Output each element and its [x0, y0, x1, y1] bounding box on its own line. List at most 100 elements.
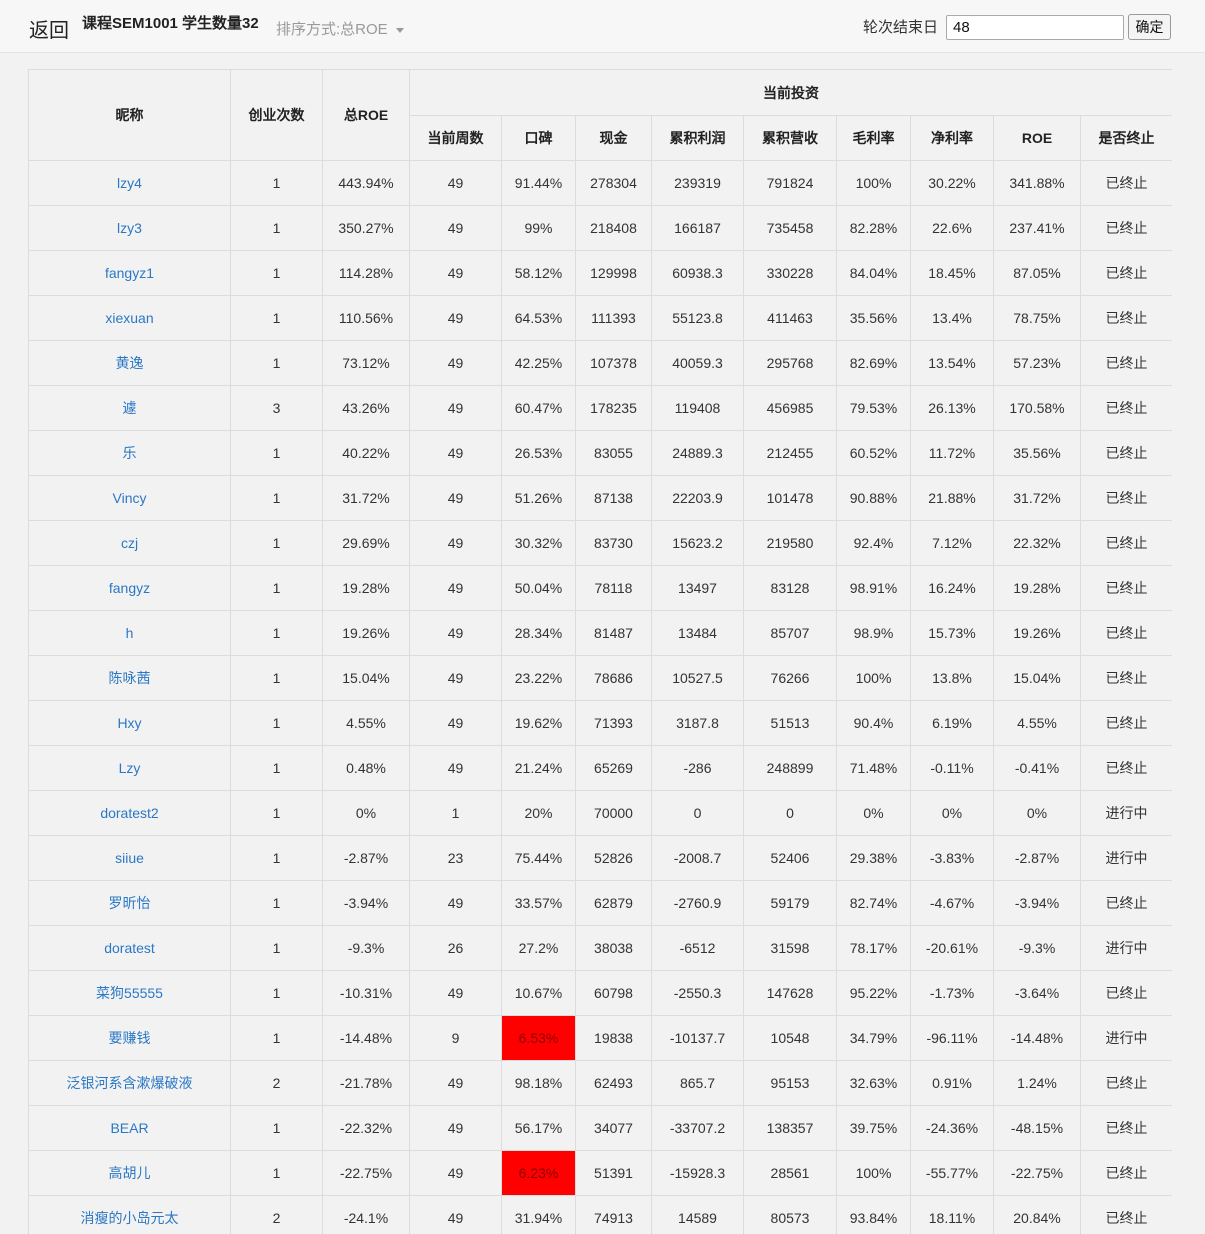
- table-row: Vincy 1 31.72% 49 51.26% 87138 22203.9 101478 90…: [28, 475, 1172, 521]
- table-row: 泛银河系含漱爆破液 2 -21.78% 49 98.18% 62493 865.7 95153…: [28, 1060, 1172, 1106]
- nickname-link[interactable]: siiue: [28, 835, 231, 881]
- roe-cell: 0%: [993, 790, 1081, 836]
- status-cell: 已终止: [1079, 1105, 1172, 1151]
- col-header-ventures: 创业次数: [230, 69, 323, 161]
- col-header-cash: 现金: [575, 115, 652, 161]
- gross-margin-cell: 100%: [836, 1150, 911, 1196]
- status-cell: 已终止: [1079, 970, 1172, 1016]
- revenue-cell: 85707: [743, 610, 837, 656]
- sort-dropdown[interactable]: 排序方式:总ROE: [276, 18, 404, 39]
- ventures-cell: 1: [230, 250, 323, 296]
- nickname-link[interactable]: lzy3: [28, 205, 231, 251]
- cash-cell: 71393: [575, 700, 652, 746]
- reputation-cell: 19.62%: [501, 700, 576, 746]
- total-roe-cell: -21.78%: [322, 1060, 410, 1106]
- net-margin-cell: -96.11%: [910, 1015, 994, 1061]
- ventures-cell: 2: [230, 1060, 323, 1106]
- ventures-cell: 1: [230, 925, 323, 971]
- total-roe-cell: 43.26%: [322, 385, 410, 431]
- revenue-cell: 138357: [743, 1105, 837, 1151]
- gross-margin-cell: 90.4%: [836, 700, 911, 746]
- total-roe-cell: -10.31%: [322, 970, 410, 1016]
- roe-cell: -2.87%: [993, 835, 1081, 881]
- cash-cell: 218408: [575, 205, 652, 251]
- col-header-nickname: 昵称: [28, 69, 231, 161]
- confirm-button[interactable]: 确定: [1128, 14, 1171, 40]
- reputation-cell: 30.32%: [501, 520, 576, 566]
- gross-margin-cell: 82.74%: [836, 880, 911, 926]
- week-cell: 26: [409, 925, 502, 971]
- nickname-link[interactable]: fangyz: [28, 565, 231, 611]
- total-roe-cell: 19.26%: [322, 610, 410, 656]
- status-cell: 已终止: [1079, 700, 1172, 746]
- nickname-link[interactable]: fangyz1: [28, 250, 231, 296]
- roe-cell: -22.75%: [993, 1150, 1081, 1196]
- reputation-cell: 31.94%: [501, 1195, 576, 1234]
- revenue-cell: 248899: [743, 745, 837, 791]
- roe-cell: -48.15%: [993, 1105, 1081, 1151]
- roe-cell: 22.32%: [993, 520, 1081, 566]
- nickname-link[interactable]: 菜狗55555: [28, 970, 231, 1016]
- net-margin-cell: -4.67%: [910, 880, 994, 926]
- profit-cell: 239319: [651, 160, 744, 206]
- nickname-link[interactable]: Lzy: [28, 745, 231, 791]
- cash-cell: 83730: [575, 520, 652, 566]
- status-cell: 已终止: [1079, 1060, 1172, 1106]
- nickname-link[interactable]: 罗昕怡: [28, 880, 231, 926]
- profit-cell: 119408: [651, 385, 744, 431]
- table-row: 高胡儿 1 -22.75% 49 6.23% 51391 -15928.3 28561 100%…: [28, 1150, 1172, 1196]
- nickname-link[interactable]: Vincy: [28, 475, 231, 521]
- roe-cell: 31.72%: [993, 475, 1081, 521]
- nickname-link[interactable]: 陈咏茜: [28, 655, 231, 701]
- nickname-link[interactable]: doratest: [28, 925, 231, 971]
- nickname-link[interactable]: 泛银河系含漱爆破液: [28, 1060, 231, 1106]
- nickname-link[interactable]: czj: [28, 520, 231, 566]
- reputation-cell: 27.2%: [501, 925, 576, 971]
- status-cell: 已终止: [1079, 655, 1172, 701]
- nickname-link[interactable]: lzy4: [28, 160, 231, 206]
- nickname-link[interactable]: 高胡儿: [28, 1150, 231, 1196]
- gross-margin-cell: 60.52%: [836, 430, 911, 476]
- nickname-link[interactable]: xiexuan: [28, 295, 231, 341]
- roe-cell: 237.41%: [993, 205, 1081, 251]
- ventures-cell: 1: [230, 1105, 323, 1151]
- profit-cell: 14589: [651, 1195, 744, 1234]
- gross-margin-cell: 100%: [836, 655, 911, 701]
- revenue-cell: 51513: [743, 700, 837, 746]
- nickname-link[interactable]: doratest2: [28, 790, 231, 836]
- ventures-cell: 1: [230, 430, 323, 476]
- nickname-link[interactable]: BEAR: [28, 1105, 231, 1151]
- nickname-link[interactable]: 乐: [28, 430, 231, 476]
- end-day-input[interactable]: [946, 15, 1124, 40]
- total-roe-cell: 73.12%: [322, 340, 410, 386]
- nickname-link[interactable]: 消瘦的小岛元太: [28, 1195, 231, 1234]
- table-row: fangyz 1 19.28% 49 50.04% 78118 13497 83128 98.9…: [28, 565, 1172, 611]
- ventures-cell: 1: [230, 790, 323, 836]
- table-row: 黄逸 1 73.12% 49 42.25% 107378 40059.3 295768 82.6…: [28, 340, 1172, 386]
- week-cell: 1: [409, 790, 502, 836]
- week-cell: 49: [409, 340, 502, 386]
- back-link[interactable]: 返回: [29, 20, 69, 42]
- table-row: lzy4 1 443.94% 49 91.44% 278304 239319 791824 10…: [28, 160, 1172, 206]
- roe-cell: 170.58%: [993, 385, 1081, 431]
- week-cell: 9: [409, 1015, 502, 1061]
- table-row: 罗昕怡 1 -3.94% 49 33.57% 62879 -2760.9 59179 82.74…: [28, 880, 1172, 926]
- nickname-link[interactable]: h: [28, 610, 231, 656]
- nickname-link[interactable]: 黄逸: [28, 340, 231, 386]
- col-header-roe: ROE: [993, 115, 1081, 161]
- table-row: 乐 1 40.22% 49 26.53% 83055 24889.3 212455 60.52%…: [28, 430, 1172, 476]
- revenue-cell: 59179: [743, 880, 837, 926]
- week-cell: 49: [409, 880, 502, 926]
- nickname-link[interactable]: 遽: [28, 385, 231, 431]
- ventures-cell: 1: [230, 970, 323, 1016]
- nickname-link[interactable]: Hxy: [28, 700, 231, 746]
- table-row: fangyz1 1 114.28% 49 58.12% 129998 60938.3 3302…: [28, 250, 1172, 296]
- roe-cell: -0.41%: [993, 745, 1081, 791]
- col-header-gross-margin: 毛利率: [836, 115, 911, 161]
- status-cell: 已终止: [1079, 430, 1172, 476]
- week-cell: 49: [409, 565, 502, 611]
- nickname-link[interactable]: 要赚钱: [28, 1015, 231, 1061]
- week-cell: 49: [409, 250, 502, 296]
- profit-cell: 3187.8: [651, 700, 744, 746]
- net-margin-cell: 0.91%: [910, 1060, 994, 1106]
